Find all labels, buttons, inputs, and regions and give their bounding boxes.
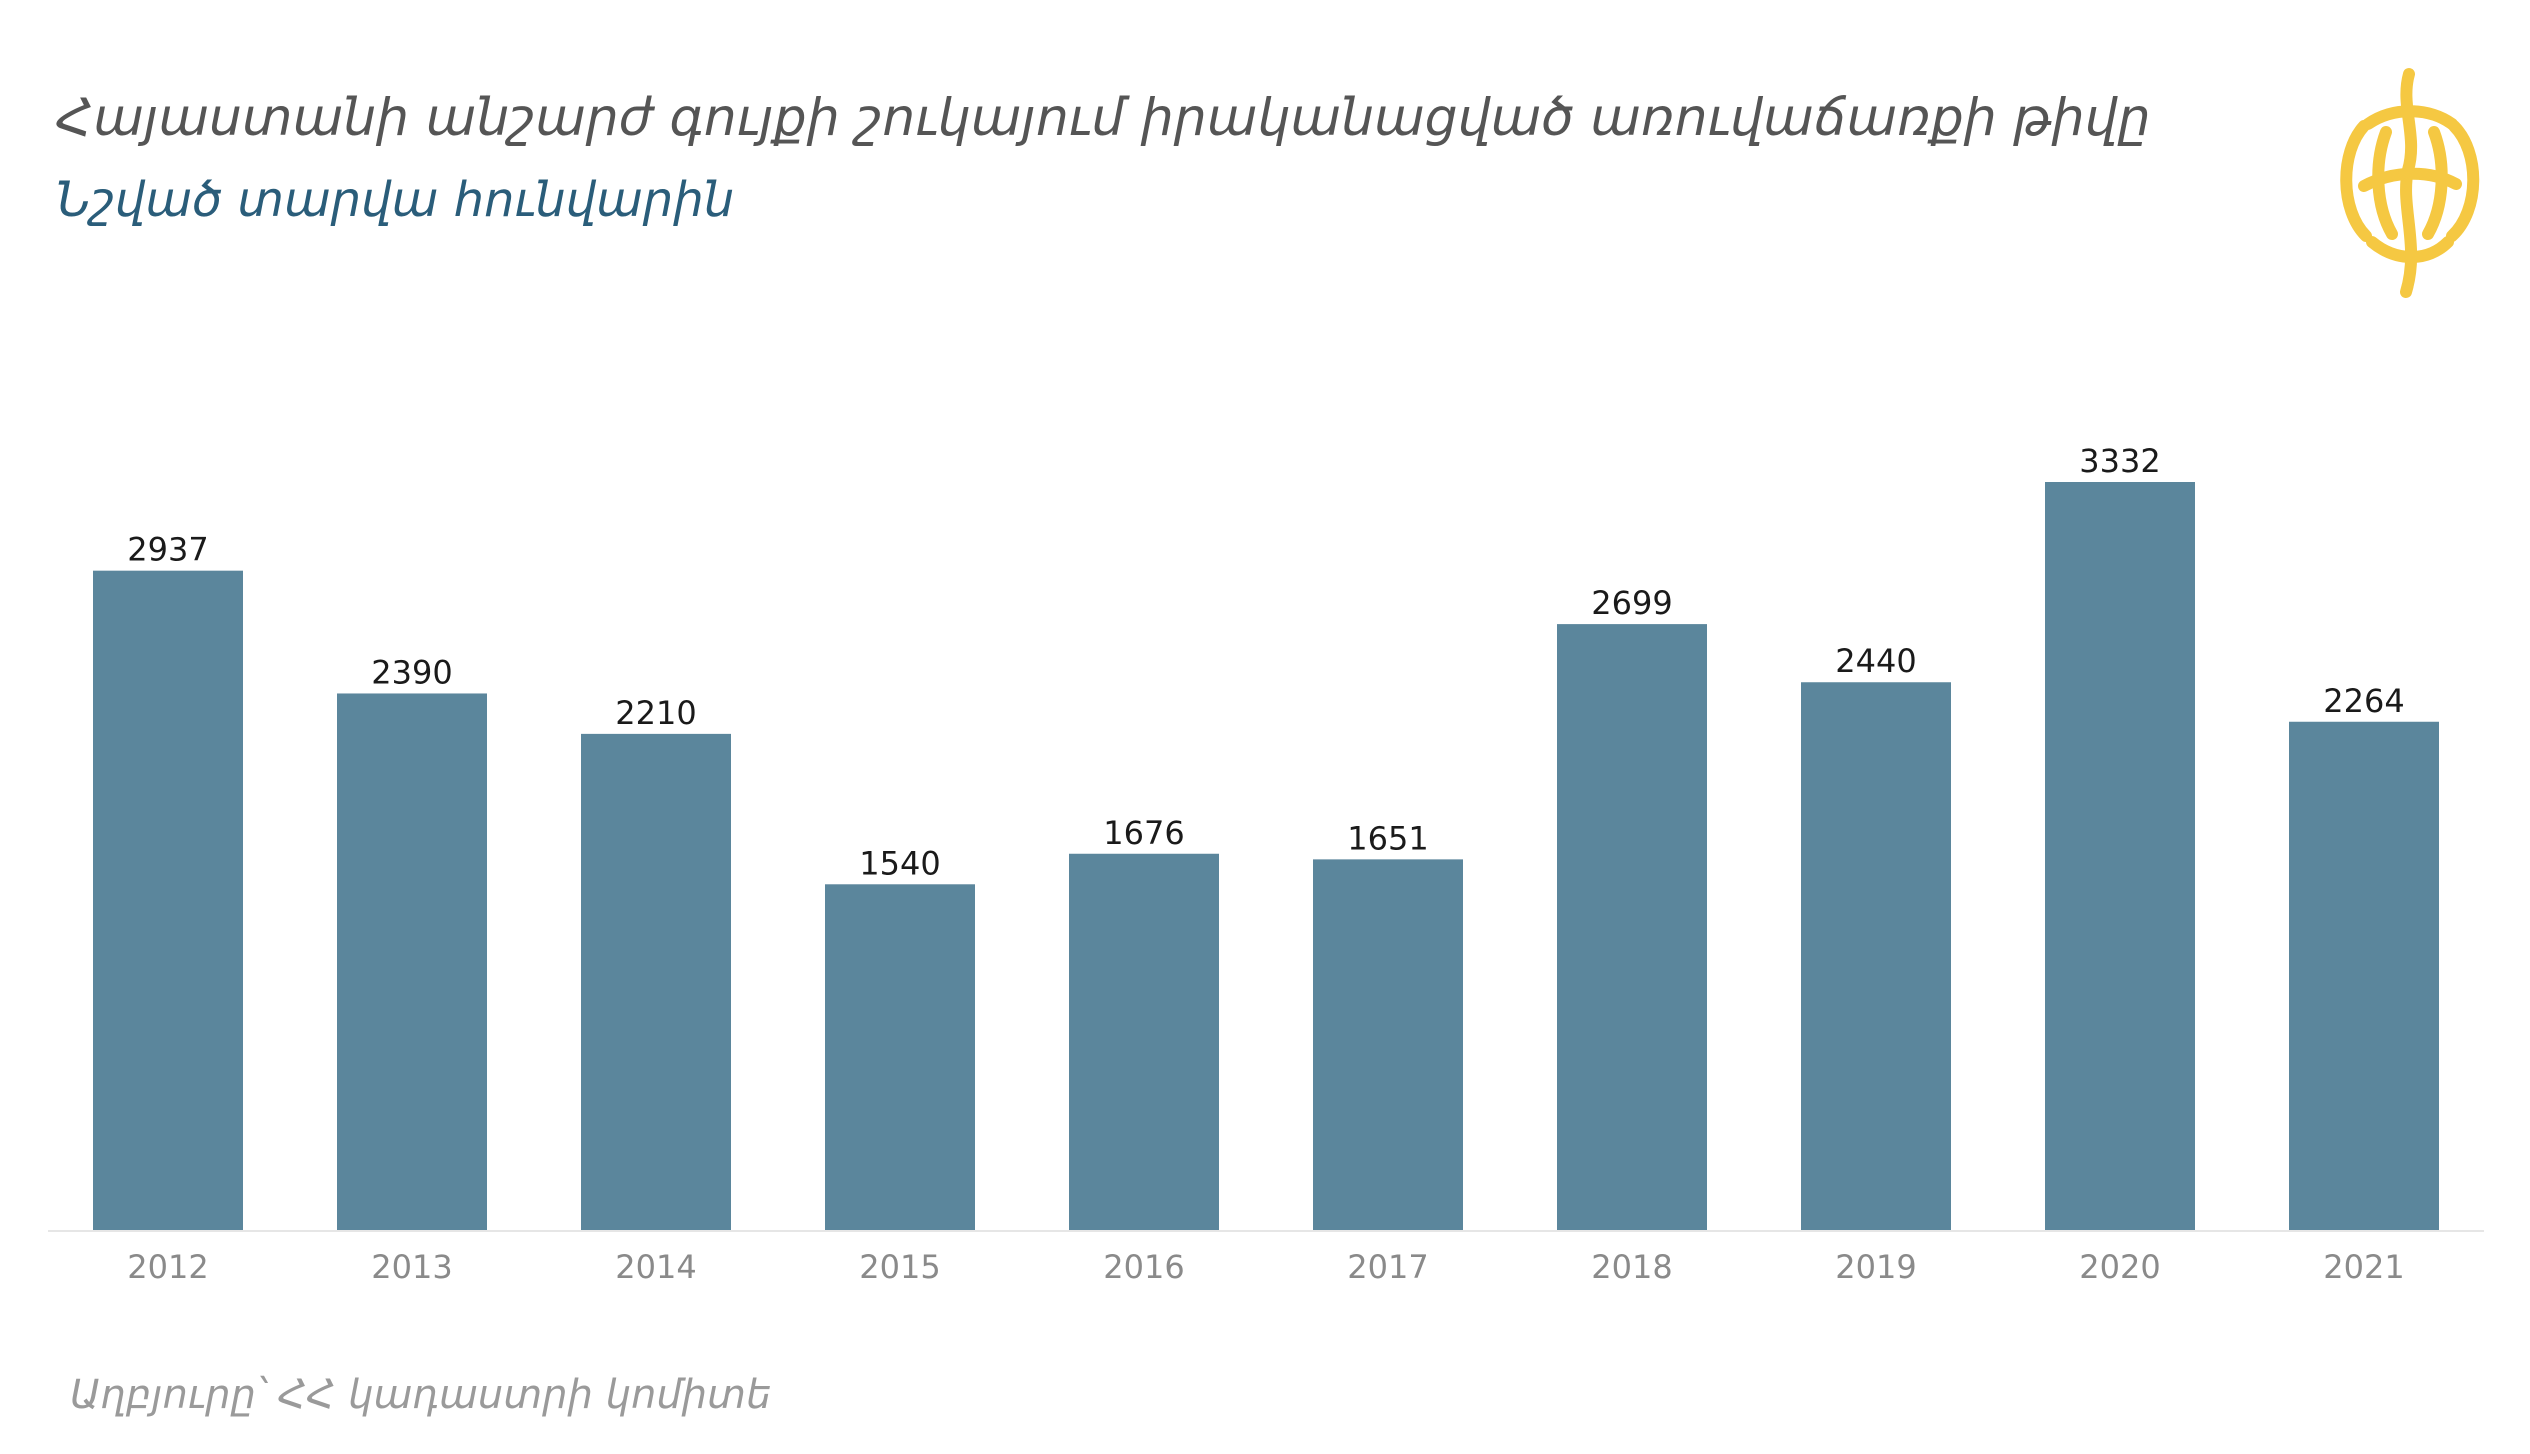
bar-2013 (337, 693, 487, 1230)
source-note: Աղբյուրը՝ ՀՀ կադաստրի կոմիտե (70, 1372, 772, 1418)
data-label-2019: 2440 (1835, 642, 1916, 680)
chart-subtitle: Նշված տարվա հունվարին (56, 172, 735, 228)
bar-2020 (2045, 482, 2195, 1230)
x-tick-label-2014: 2014 (615, 1248, 696, 1286)
bar-2021 (2289, 721, 2439, 1230)
x-tick-label-2015: 2015 (859, 1248, 940, 1286)
data-label-2012: 2937 (127, 531, 208, 569)
data-label-2021: 2264 (2323, 682, 2404, 720)
bar-2018 (1557, 624, 1707, 1230)
globe-logo-icon (2340, 68, 2480, 298)
x-tick-label-2018: 2018 (1591, 1248, 1672, 1286)
x-tick-label-2017: 2017 (1347, 1248, 1428, 1286)
bar-2019 (1801, 682, 1951, 1230)
x-tick-label-2020: 2020 (2079, 1248, 2160, 1286)
bar-2016 (1069, 853, 1219, 1230)
data-label-2013: 2390 (371, 653, 452, 691)
bar-2012 (93, 570, 243, 1230)
data-label-2018: 2699 (1591, 584, 1672, 622)
x-tick-label-2019: 2019 (1835, 1248, 1916, 1286)
data-label-2020: 3332 (2079, 442, 2160, 480)
bar-2015 (825, 884, 975, 1230)
x-tick-label-2013: 2013 (371, 1248, 452, 1286)
chart-title: Հայաստանի անշարժ գույքի շուկայում իրական… (56, 88, 2151, 148)
bar-2017 (1313, 859, 1463, 1230)
x-tick-label-2012: 2012 (127, 1248, 208, 1286)
x-tick-label-2021: 2021 (2323, 1248, 2404, 1286)
data-label-2014: 2210 (615, 694, 696, 732)
bar-2014 (581, 733, 731, 1230)
data-label-2017: 1651 (1347, 819, 1428, 857)
data-label-2016: 1676 (1103, 814, 1184, 852)
x-tick-label-2016: 2016 (1103, 1248, 1184, 1286)
data-label-2015: 1540 (859, 844, 940, 882)
